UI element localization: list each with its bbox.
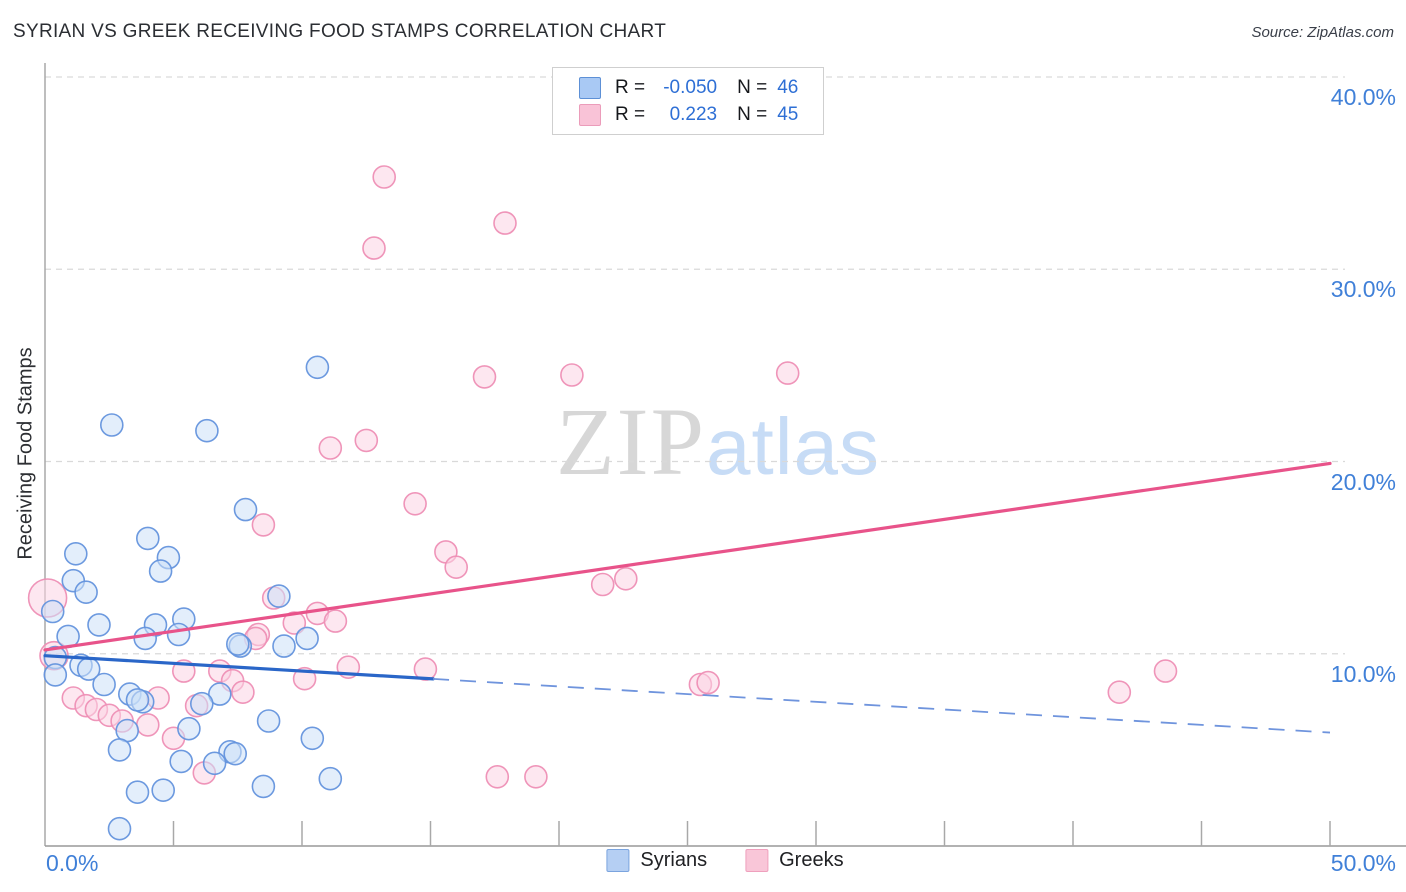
- syrians-swatch-icon: [579, 76, 601, 99]
- series-legend-label: Syrians: [640, 849, 708, 871]
- syrians-point[interactable]: [40, 599, 65, 624]
- syrians-point[interactable]: [195, 418, 219, 443]
- syrians-point[interactable]: [43, 663, 68, 687]
- r-label: R =: [615, 76, 646, 98]
- syrians-point[interactable]: [267, 584, 291, 608]
- watermark: ZIP atlas: [556, 386, 880, 497]
- greeks-point[interactable]: [231, 680, 255, 705]
- greeks-point[interactable]: [444, 555, 469, 580]
- syrians-point[interactable]: [64, 541, 88, 566]
- series-legend-label: Greeks: [779, 849, 844, 871]
- watermark-zip: ZIP: [556, 388, 706, 495]
- y-axis-title: Receiving Food Stamps: [14, 347, 37, 560]
- syrians-point[interactable]: [74, 580, 98, 605]
- y-axis-label-20.0%: 20.0%: [1330, 468, 1396, 495]
- greeks-point[interactable]: [136, 713, 160, 737]
- syrians-point[interactable]: [125, 688, 150, 712]
- syrians-trend-line-solid: [43, 654, 435, 681]
- syrians-point[interactable]: [251, 774, 276, 799]
- syrians-point[interactable]: [295, 626, 319, 651]
- legend-row-syrians: R = -0.050 N = 46: [579, 74, 813, 101]
- n-value-greeks: 45: [777, 103, 799, 125]
- greeks-point[interactable]: [354, 428, 379, 453]
- syrians-point[interactable]: [305, 355, 330, 380]
- correlation-legend: R = -0.050 N = 46 R = 0.223 N = 45: [552, 67, 824, 135]
- syrians-point[interactable]: [318, 766, 343, 791]
- greeks-point[interactable]: [775, 361, 800, 385]
- greeks-point[interactable]: [1107, 680, 1132, 705]
- syrians-point[interactable]: [272, 634, 296, 658]
- greeks-point[interactable]: [1153, 659, 1178, 683]
- syrians-swatch-icon: [606, 849, 630, 872]
- y-axis-label-40.0%: 40.0%: [1330, 84, 1396, 110]
- greeks-point[interactable]: [403, 491, 427, 516]
- syrians-point[interactable]: [92, 672, 116, 697]
- syrians-point[interactable]: [136, 526, 160, 551]
- syrians-point[interactable]: [223, 741, 247, 766]
- n-label: N =: [737, 103, 768, 125]
- greeks-point[interactable]: [413, 657, 438, 681]
- syrians-point[interactable]: [300, 726, 325, 751]
- page-title: SYRIAN VS GREEK RECEIVING FOOD STAMPS CO…: [13, 21, 667, 42]
- source-attribution: Source: ZipAtlas.com: [1251, 24, 1394, 41]
- syrians-point[interactable]: [107, 738, 132, 762]
- y-axis-label-30.0%: 30.0%: [1330, 276, 1396, 303]
- series-legend: Syrians Greeks: [606, 849, 844, 872]
- watermark-atlas: atlas: [706, 402, 880, 491]
- syrians-point[interactable]: [133, 626, 157, 651]
- greeks-point[interactable]: [292, 666, 317, 691]
- n-label: N =: [737, 76, 768, 98]
- r-value-greeks: 0.223: [669, 103, 718, 125]
- greeks-point[interactable]: [590, 572, 615, 597]
- greeks-point[interactable]: [485, 764, 510, 789]
- syrians-point[interactable]: [177, 716, 201, 741]
- x-axis-label-max: 50.0%: [1330, 850, 1396, 876]
- syrians-point[interactable]: [256, 709, 281, 733]
- syrians-point[interactable]: [166, 622, 191, 647]
- greeks-point[interactable]: [318, 436, 343, 460]
- syrians-point[interactable]: [202, 751, 227, 776]
- n-value-syrians: 46: [777, 76, 799, 98]
- greeks-point[interactable]: [696, 670, 720, 695]
- r-value-syrians: -0.050: [663, 76, 718, 98]
- greeks-trend-line: [43, 461, 1332, 652]
- greeks-point[interactable]: [560, 363, 584, 387]
- syrians-point[interactable]: [208, 682, 232, 706]
- greeks-point[interactable]: [251, 513, 276, 537]
- syrians-point[interactable]: [151, 778, 175, 803]
- syrians-point[interactable]: [226, 632, 250, 656]
- syrians-point[interactable]: [100, 413, 124, 437]
- legend-row-greeks: R = 0.223 N = 45: [579, 101, 813, 128]
- greeks-point[interactable]: [372, 165, 397, 189]
- series-legend-item-greeks[interactable]: Greeks: [745, 849, 844, 872]
- greeks-point[interactable]: [472, 365, 497, 389]
- r-label: R =: [615, 103, 646, 125]
- series-legend-item-syrians[interactable]: Syrians: [606, 849, 707, 872]
- greeks-point[interactable]: [524, 764, 548, 789]
- greeks-swatch-icon: [579, 103, 601, 126]
- x-axis-label-min: 0.0%: [46, 850, 99, 876]
- greeks-point[interactable]: [282, 611, 307, 635]
- syrians-trend-line-dashed: [433, 677, 1331, 734]
- syrians-point[interactable]: [148, 559, 173, 583]
- greeks-point[interactable]: [613, 566, 638, 591]
- syrians-point[interactable]: [169, 749, 193, 774]
- syrians-point[interactable]: [233, 497, 258, 522]
- syrians-point[interactable]: [190, 691, 214, 716]
- syrians-point[interactable]: [107, 816, 132, 841]
- syrians-point[interactable]: [125, 780, 150, 805]
- greeks-point[interactable]: [362, 236, 386, 260]
- syrians-point[interactable]: [87, 613, 111, 637]
- greeks-swatch-icon: [745, 849, 769, 872]
- greeks-point[interactable]: [323, 609, 348, 633]
- y-axis-label-10.0%: 10.0%: [1330, 660, 1396, 687]
- greeks-point[interactable]: [493, 211, 517, 235]
